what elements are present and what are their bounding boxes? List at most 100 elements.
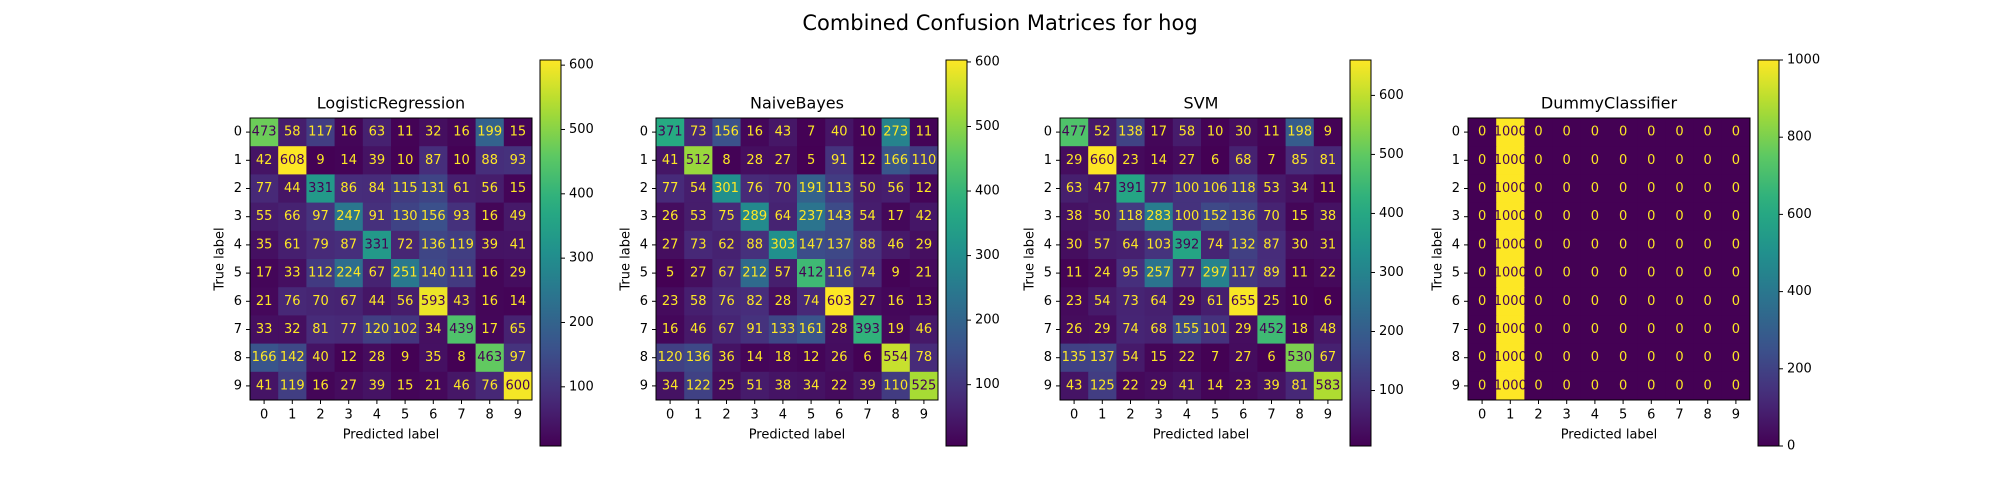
- cell: [278, 287, 307, 316]
- cell: [362, 343, 392, 373]
- cell: [909, 315, 939, 345]
- cell: [1257, 174, 1287, 204]
- cell-label: 125: [1090, 378, 1115, 393]
- cell-label: 88: [746, 237, 763, 252]
- cell-label: 0: [1591, 350, 1599, 365]
- plot-frame: [655, 117, 939, 401]
- cell: [1313, 287, 1343, 316]
- cell: [1609, 371, 1638, 401]
- y-tick-label: 7: [1044, 322, 1052, 337]
- cell-label: 0: [1619, 181, 1627, 196]
- cell: [712, 146, 742, 175]
- cell: [909, 371, 939, 401]
- cell: [1665, 230, 1695, 260]
- y-tick-label: 1: [640, 153, 648, 168]
- cell: [1088, 287, 1117, 316]
- x-tick-label: 4: [1591, 408, 1599, 423]
- cell-label: 132: [1231, 237, 1256, 252]
- x-tick-label: 1: [288, 408, 296, 423]
- cell-label: 0: [1732, 294, 1740, 309]
- cell: [1637, 371, 1666, 401]
- cell: [740, 146, 770, 175]
- cell: [1172, 174, 1202, 204]
- cell: [1285, 202, 1315, 232]
- cell-label: 46: [887, 237, 904, 252]
- cell-label: 56: [397, 294, 414, 309]
- cell-label: 0: [1563, 294, 1571, 309]
- cell: [684, 343, 713, 373]
- y-tick-label: 2: [1044, 181, 1052, 196]
- cell-label: 452: [1259, 322, 1284, 337]
- x-tick-label: 1: [1506, 408, 1514, 423]
- cell-label: 44: [284, 181, 301, 196]
- cell-label: 38: [775, 378, 792, 393]
- cell: [1468, 118, 1497, 147]
- cell: [391, 287, 420, 316]
- cell-label: 119: [280, 378, 305, 393]
- cell-label: 0: [1619, 294, 1627, 309]
- cell: [306, 371, 336, 401]
- cell: [1088, 230, 1117, 260]
- x-tick-label: 9: [1732, 408, 1740, 423]
- cell: [1665, 146, 1695, 175]
- cell-label: 0: [1591, 125, 1599, 140]
- cell-label: 39: [481, 237, 498, 252]
- cell: [362, 315, 392, 345]
- cell: [1496, 118, 1525, 147]
- y-tick-label: 4: [234, 237, 242, 252]
- cell: [447, 118, 477, 147]
- cell: [853, 287, 883, 316]
- cell: [825, 146, 854, 175]
- cell: [909, 174, 939, 204]
- cell-label: 61: [1207, 294, 1224, 309]
- cell-label: 136: [686, 350, 711, 365]
- cell: [419, 259, 448, 288]
- cell: [909, 146, 939, 175]
- cell: [1313, 371, 1343, 401]
- cell: [881, 202, 911, 232]
- cell-label: 93: [453, 209, 470, 224]
- cell-label: 67: [369, 266, 386, 281]
- y-tick-label: 4: [1044, 237, 1052, 252]
- cell: [1552, 230, 1582, 260]
- cell: [475, 343, 505, 373]
- cell: [1229, 174, 1258, 204]
- cell-label: 82: [746, 294, 763, 309]
- cell: [1144, 343, 1174, 373]
- cell: [334, 287, 364, 316]
- cell-label: 11: [1291, 266, 1308, 281]
- x-tick-label: 7: [457, 408, 465, 423]
- cell-label: 138: [1118, 125, 1143, 140]
- y-tick-label: 8: [640, 350, 648, 365]
- cell-label: 161: [799, 322, 824, 337]
- cell: [1721, 118, 1751, 147]
- cell-label: 297: [1203, 266, 1228, 281]
- cell-label: 143: [827, 209, 852, 224]
- cell-label: 0: [1619, 322, 1627, 337]
- cell: [1172, 118, 1202, 147]
- cell: [306, 287, 336, 316]
- cell-label: 0: [1732, 125, 1740, 140]
- cell: [1144, 202, 1174, 232]
- x-tick-label: 6: [1647, 408, 1655, 423]
- cell: [1257, 343, 1287, 373]
- x-tick-label: 0: [1070, 408, 1078, 423]
- cell: [712, 230, 742, 260]
- cell-label: 0: [1647, 322, 1655, 337]
- cell: [768, 315, 798, 345]
- cell: [656, 146, 685, 175]
- colorbar-tick-label: 200: [1787, 361, 1812, 376]
- cell-label: 16: [481, 294, 498, 309]
- cell: [656, 118, 685, 147]
- cell: [740, 174, 770, 204]
- cell: [1088, 118, 1117, 147]
- cell-label: 0: [1647, 350, 1655, 365]
- cell-label: 77: [256, 181, 273, 196]
- cell: [1665, 118, 1695, 147]
- cell-label: 0: [1675, 153, 1683, 168]
- cell: [1496, 287, 1525, 316]
- cell-label: 1000: [1494, 237, 1527, 252]
- x-tick-label: 9: [1324, 408, 1332, 423]
- cell: [1257, 287, 1287, 316]
- cell-label: 9: [401, 350, 409, 365]
